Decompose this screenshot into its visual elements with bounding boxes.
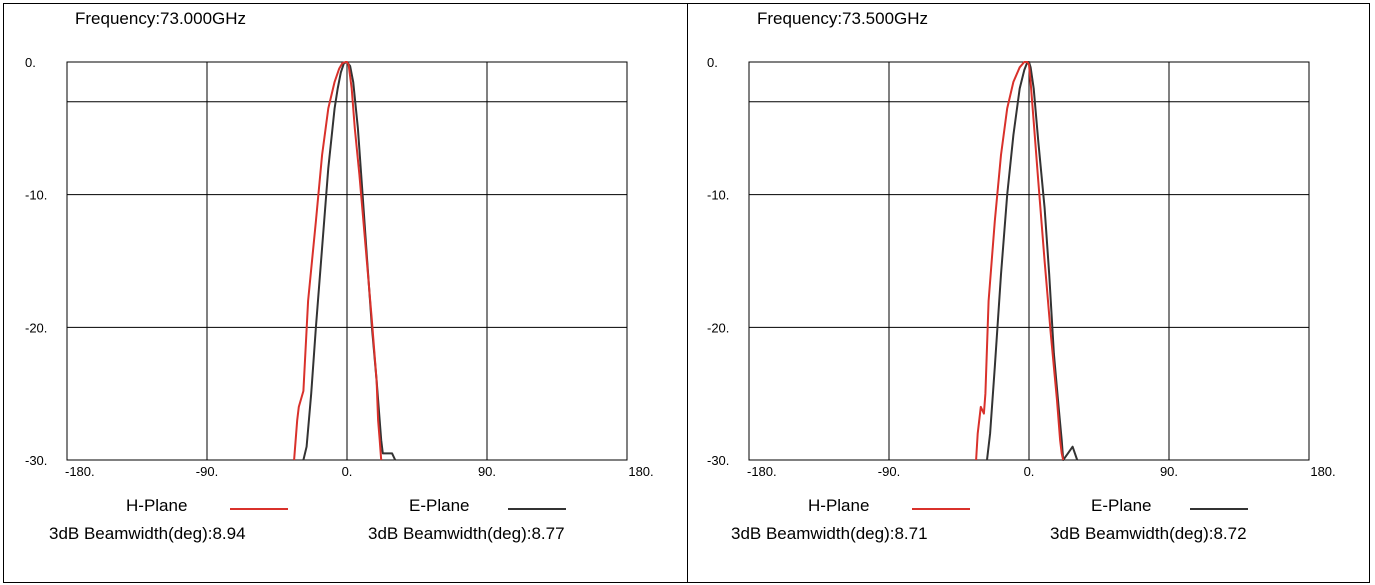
e-plane-beamwidth: 3dB Beamwidth(deg):8.77 (368, 524, 565, 543)
x-tick-label: 0. (342, 464, 353, 479)
h-plane-series-line (293, 61, 383, 461)
x-tick-label: -180. (65, 464, 95, 479)
x-tick-label: -180. (747, 464, 777, 479)
chart-panel-73000: Frequency:73.000GHz H-Plane E-Plane 3dB … (0, 0, 687, 585)
legend-e-plane-swatch (1190, 508, 1248, 510)
y-tick-label: -20. (707, 320, 729, 335)
legend-h-plane-label: H-Plane (808, 496, 870, 515)
x-tick-label: 90. (1160, 464, 1178, 479)
chart-svg: 0. -10. -20. -30. -180. -90. 0. 90. 180. (707, 55, 1336, 479)
legend-h-plane-swatch (230, 508, 288, 510)
x-tick-label: -90. (878, 464, 900, 479)
chart-title: Frequency:73.000GHz (75, 9, 247, 28)
h-plane-beamwidth: 3dB Beamwidth(deg):8.94 (49, 524, 246, 543)
e-plane-series-line (986, 61, 1079, 461)
x-tick-label: 0. (1024, 464, 1035, 479)
chart-panel-73500: Frequency:73.500GHz H-Plane E-Plane 3dB … (682, 0, 1375, 585)
y-tick-label: -10. (707, 188, 729, 203)
chart-svg: 0. -10. -20. -30. -180. -90. 0. 90. 180. (25, 55, 654, 479)
legend-h-plane-swatch (912, 508, 970, 510)
h-plane-beamwidth: 3dB Beamwidth(deg):8.71 (731, 524, 928, 543)
legend-e-plane-label: E-Plane (1091, 496, 1152, 515)
e-plane-series-line (302, 61, 397, 461)
y-tick-label: -30. (707, 453, 729, 468)
y-tick-label: -30. (25, 453, 47, 468)
legend-e-plane-swatch (508, 508, 566, 510)
e-plane-beamwidth: 3dB Beamwidth(deg):8.72 (1050, 524, 1247, 543)
panel-divider (687, 3, 688, 583)
legend-h-plane-label: H-Plane (126, 496, 188, 515)
chart-frame (3, 3, 1370, 583)
x-tick-label: 90. (478, 464, 496, 479)
h-plane-series-line (975, 61, 1065, 461)
y-tick-label: -10. (25, 188, 47, 203)
x-tick-label: 180. (1310, 464, 1335, 479)
y-tick-label: 0. (707, 55, 718, 70)
x-tick-label: 180. (628, 464, 653, 479)
y-tick-label: 0. (25, 55, 36, 70)
chart-title: Frequency:73.500GHz (757, 9, 929, 28)
y-tick-label: -20. (25, 320, 47, 335)
x-tick-label: -90. (196, 464, 218, 479)
legend-e-plane-label: E-Plane (409, 496, 470, 515)
